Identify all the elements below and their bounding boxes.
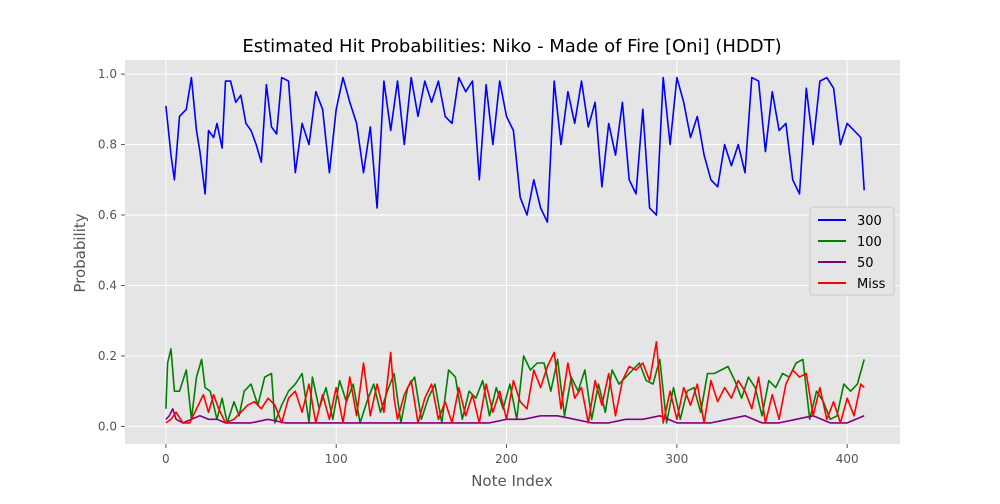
y-tick-label: 0.6	[98, 208, 117, 222]
x-tick-label: 300	[665, 452, 688, 466]
grid-lines	[125, 60, 900, 444]
legend: 300 100 50 Miss	[809, 206, 895, 296]
y-tick-label: 0.8	[98, 138, 117, 152]
legend-label: 100	[857, 235, 882, 250]
legend-label: 50	[857, 256, 874, 271]
series-line-300	[165, 76, 865, 223]
legend-label: Miss	[857, 277, 886, 292]
x-tick-label: 200	[495, 452, 518, 466]
y-tick-label: 0.2	[98, 349, 117, 363]
y-tick-label: 1.0	[98, 67, 117, 81]
x-tick-label: 400	[836, 452, 859, 466]
series-line-miss	[165, 340, 865, 424]
series-line-50	[165, 407, 865, 424]
x-axis-label: Note Index	[471, 472, 553, 490]
y-axis-label: Probability	[71, 213, 89, 292]
legend-label: 300	[857, 214, 882, 229]
x-tick-label: 100	[325, 452, 348, 466]
y-tick-label: 0.0	[98, 419, 117, 433]
plot-background	[125, 60, 900, 444]
chart-title: Estimated Hit Probabilities: Niko - Made…	[242, 36, 781, 57]
x-tick-label: 0	[162, 452, 170, 466]
legend-box	[809, 206, 895, 296]
series-layer	[165, 76, 865, 424]
y-tick-label: 0.4	[98, 278, 117, 292]
tick-labels: 0 100 200 300 400 0.0 0.2 0.4 0.6 0.8 1.0	[98, 67, 859, 466]
